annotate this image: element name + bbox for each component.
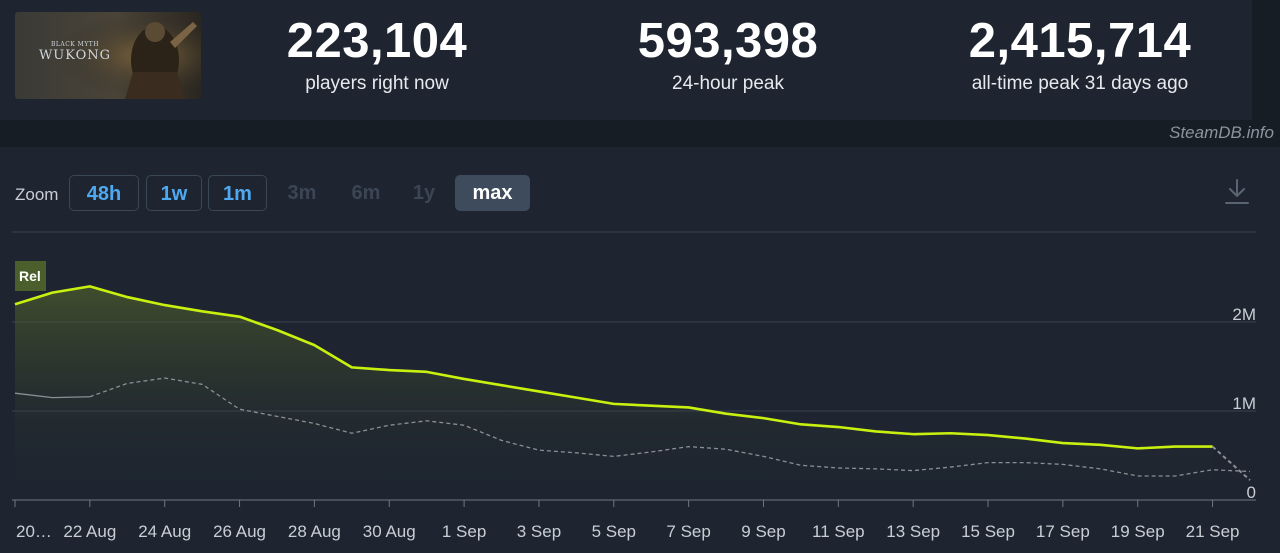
rel-badge: Rel <box>15 261 46 291</box>
zoom-1w-button[interactable]: 1w <box>146 175 202 211</box>
x-tick-label: 21 Sep <box>1186 522 1240 541</box>
zoom-1y-button[interactable]: 1y <box>412 182 436 204</box>
game-logo-text: BLACK MYTH WUKONG <box>38 41 112 63</box>
all-time-peak-stat: 2,415,714 all-time peak 31 days ago <box>940 14 1220 95</box>
game-art-image <box>15 12 201 99</box>
current-players-label: players right now <box>305 73 449 94</box>
y-tick-label: 0 <box>1247 483 1256 502</box>
x-tick-label: 30 Aug <box>363 522 416 541</box>
x-axis-ticks <box>14 500 1214 507</box>
x-tick-label: 26 Aug <box>213 522 266 541</box>
zoom-3m-button[interactable]: 3m <box>287 182 317 204</box>
x-tick-label: 17 Sep <box>1036 522 1090 541</box>
x-tick-label: 22 Aug <box>63 522 116 541</box>
zoom-1m-button[interactable]: 1m <box>208 175 267 211</box>
zoom-max-button[interactable]: max <box>455 175 530 211</box>
x-tick-label: 1 Sep <box>442 522 486 541</box>
x-tick-label: 5 Sep <box>592 522 636 541</box>
steamdb-brand-link[interactable]: SteamDB.info <box>1169 123 1274 142</box>
x-axis-labels: 20… 22 Aug 24 Aug 26 Aug 28 Aug 30 Aug 1 Sep 3 … <box>16 522 1240 541</box>
x-tick-label: 20… <box>16 522 52 541</box>
current-players-stat: 223,104 players right now <box>262 14 492 95</box>
download-icon[interactable] <box>1224 178 1250 206</box>
stats-header: BLACK MYTH WUKONG 223,104 players right … <box>0 0 1252 120</box>
x-tick-label: 19 Sep <box>1111 522 1165 541</box>
series-group <box>14 285 1251 500</box>
y-tick-label: 1M <box>1232 394 1256 413</box>
daily-peak-label: 24-hour peak <box>672 73 784 94</box>
players-area <box>15 286 1213 500</box>
x-tick-label: 7 Sep <box>666 522 710 541</box>
y-axis-labels: 0 1M 2M <box>1232 305 1256 502</box>
current-players-value: 223,104 <box>286 14 468 68</box>
x-tick-label: 13 Sep <box>886 522 940 541</box>
x-tick-label: 15 Sep <box>961 522 1015 541</box>
players-line-projection <box>1211 445 1251 481</box>
all-time-peak-label: all-time peak 31 days ago <box>971 73 1189 94</box>
x-tick-label: 11 Sep <box>812 522 865 541</box>
x-tick-label: 28 Aug <box>288 522 341 541</box>
x-tick-label: 3 Sep <box>517 522 561 541</box>
zoom-label: Zoom <box>15 185 59 204</box>
y-tick-label: 2M <box>1232 305 1256 324</box>
rel-badge-text: Rel <box>19 268 41 284</box>
secondary-series-dashed <box>89 377 1251 477</box>
all-time-peak-value: 2,415,714 <box>968 14 1192 68</box>
secondary-series-solid <box>14 392 90 399</box>
zoom-6m-button[interactable]: 6m <box>351 182 381 204</box>
daily-peak-value: 593,398 <box>637 14 819 68</box>
x-tick-label: 24 Aug <box>138 522 191 541</box>
game-thumbnail[interactable]: BLACK MYTH WUKONG <box>15 12 201 99</box>
zoom-48h-button[interactable]: 48h <box>69 175 139 211</box>
x-tick-label: 9 Sep <box>741 522 785 541</box>
players-line <box>14 285 1213 450</box>
daily-peak-stat: 593,398 24-hour peak <box>608 14 848 95</box>
